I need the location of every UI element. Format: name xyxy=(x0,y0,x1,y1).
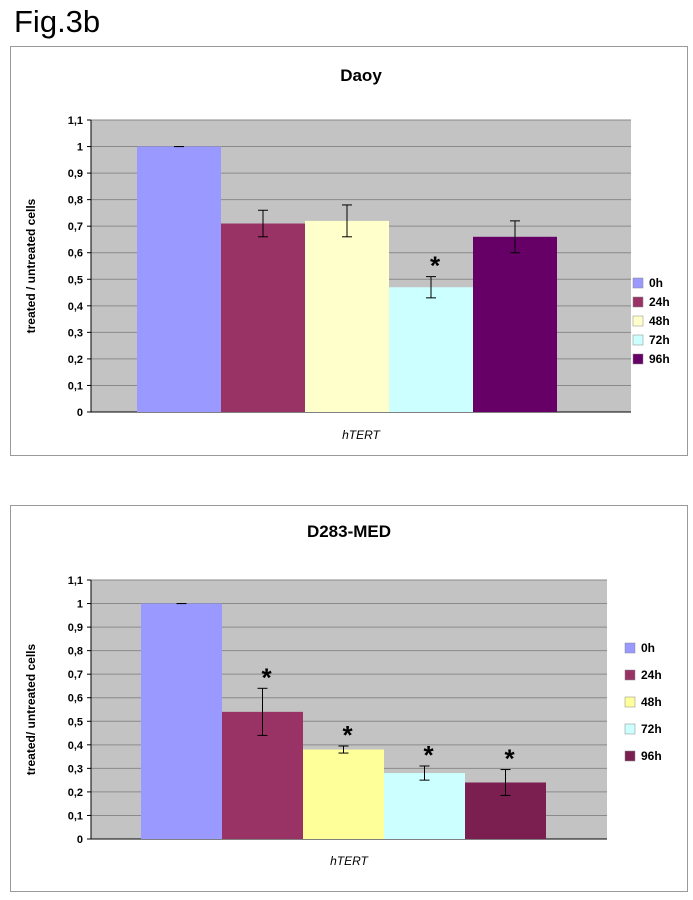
y-tick-label: 0,7 xyxy=(68,221,83,233)
significance-marker: * xyxy=(504,744,515,774)
legend-label-48h: 48h xyxy=(649,314,670,328)
y-tick-label: 0,9 xyxy=(68,622,83,634)
legend-swatch-96h xyxy=(624,750,636,762)
y-tick-label: 0,1 xyxy=(68,810,83,822)
x-axis-label: hTERT xyxy=(330,854,369,868)
legend-swatch-72h xyxy=(632,334,644,346)
y-axis-label: treated/ untreated cells xyxy=(24,643,38,775)
significance-marker: * xyxy=(342,720,353,750)
chart-panel-daoy: Daoy 0 0,1 0,2 0,3 0,4 0,5 0,6 0,7 0,8 0,9 1 1,1 * hTE… xyxy=(10,46,688,456)
legend-label-96h: 96h xyxy=(641,749,662,763)
y-tick-label: 0,7 xyxy=(68,669,83,681)
legend-swatch-48h xyxy=(632,315,644,327)
chart-daoy: Daoy 0 0,1 0,2 0,3 0,4 0,5 0,6 0,7 0,8 0,9 1 1,1 * hTE… xyxy=(24,66,670,442)
legend-swatch-24h xyxy=(624,669,636,681)
chart-d283-med: D283-MED 0 0,1 0,2 0,3 0,4 0,5 0,6 0,7 0,8 0,9 1 1,1… xyxy=(24,522,662,868)
chart-panel-d283-med: D283-MED 0 0,1 0,2 0,3 0,4 0,5 0,6 0,7 0,8 0,9 1 1,1… xyxy=(10,505,688,892)
y-tick-label: 0,3 xyxy=(68,327,83,339)
y-tick-label: 1 xyxy=(77,142,83,154)
legend-label-48h: 48h xyxy=(641,695,662,709)
y-tick-label: 0,9 xyxy=(68,168,83,180)
y-tick-label: 0,4 xyxy=(68,740,84,752)
y-tick-label: 0,6 xyxy=(68,248,83,260)
chart-title: Daoy xyxy=(340,66,382,85)
y-tick-label: 0,2 xyxy=(68,787,83,799)
y-tick-label: 0,8 xyxy=(68,195,83,207)
y-tick-label: 1,1 xyxy=(68,575,83,587)
legend-label-72h: 72h xyxy=(649,333,670,347)
bar-72h xyxy=(389,287,473,412)
figure-label: Fig.3b xyxy=(14,4,101,39)
bar-48h xyxy=(305,220,389,412)
y-tick-label: 0,2 xyxy=(68,354,83,366)
legend-label-24h: 24h xyxy=(641,668,662,682)
significance-marker: * xyxy=(261,662,272,692)
significance-marker: * xyxy=(423,740,434,770)
y-tick-label: 0 xyxy=(77,407,83,419)
legend-swatch-48h xyxy=(624,696,636,708)
legend-swatch-24h xyxy=(632,296,644,308)
legend-swatch-96h xyxy=(632,353,644,365)
y-tick-label: 0 xyxy=(77,834,83,846)
y-tick-label: 0,5 xyxy=(68,274,83,286)
bar-48h xyxy=(303,749,384,839)
y-tick-label: 0,4 xyxy=(68,301,84,313)
legend-label-72h: 72h xyxy=(641,722,662,736)
bar-96h xyxy=(473,236,557,412)
legend-swatch-0h xyxy=(632,277,644,289)
legend-label-24h: 24h xyxy=(649,295,670,309)
y-axis-label: treated / untreated cells xyxy=(24,198,38,333)
chart-title: D283-MED xyxy=(307,522,391,541)
y-tick-label: 0,8 xyxy=(68,646,83,658)
legend-swatch-72h xyxy=(624,723,636,735)
bar-0h xyxy=(141,603,222,839)
legend-swatch-0h xyxy=(624,642,636,654)
legend-label-0h: 0h xyxy=(649,276,663,290)
y-tick-label: 0,6 xyxy=(68,693,83,705)
bar-24h xyxy=(221,223,305,412)
bar-72h xyxy=(384,773,465,839)
y-tick-label: 1 xyxy=(77,599,83,611)
legend-label-0h: 0h xyxy=(641,641,655,655)
significance-marker: * xyxy=(430,251,441,281)
y-tick-label: 0,5 xyxy=(68,716,83,728)
y-tick-label: 0,1 xyxy=(68,380,83,392)
legend-label-96h: 96h xyxy=(649,352,670,366)
y-tick-label: 0,3 xyxy=(68,763,83,775)
y-tick-label: 1,1 xyxy=(68,115,83,127)
bar-0h xyxy=(137,146,221,412)
x-axis-label: hTERT xyxy=(342,428,381,442)
